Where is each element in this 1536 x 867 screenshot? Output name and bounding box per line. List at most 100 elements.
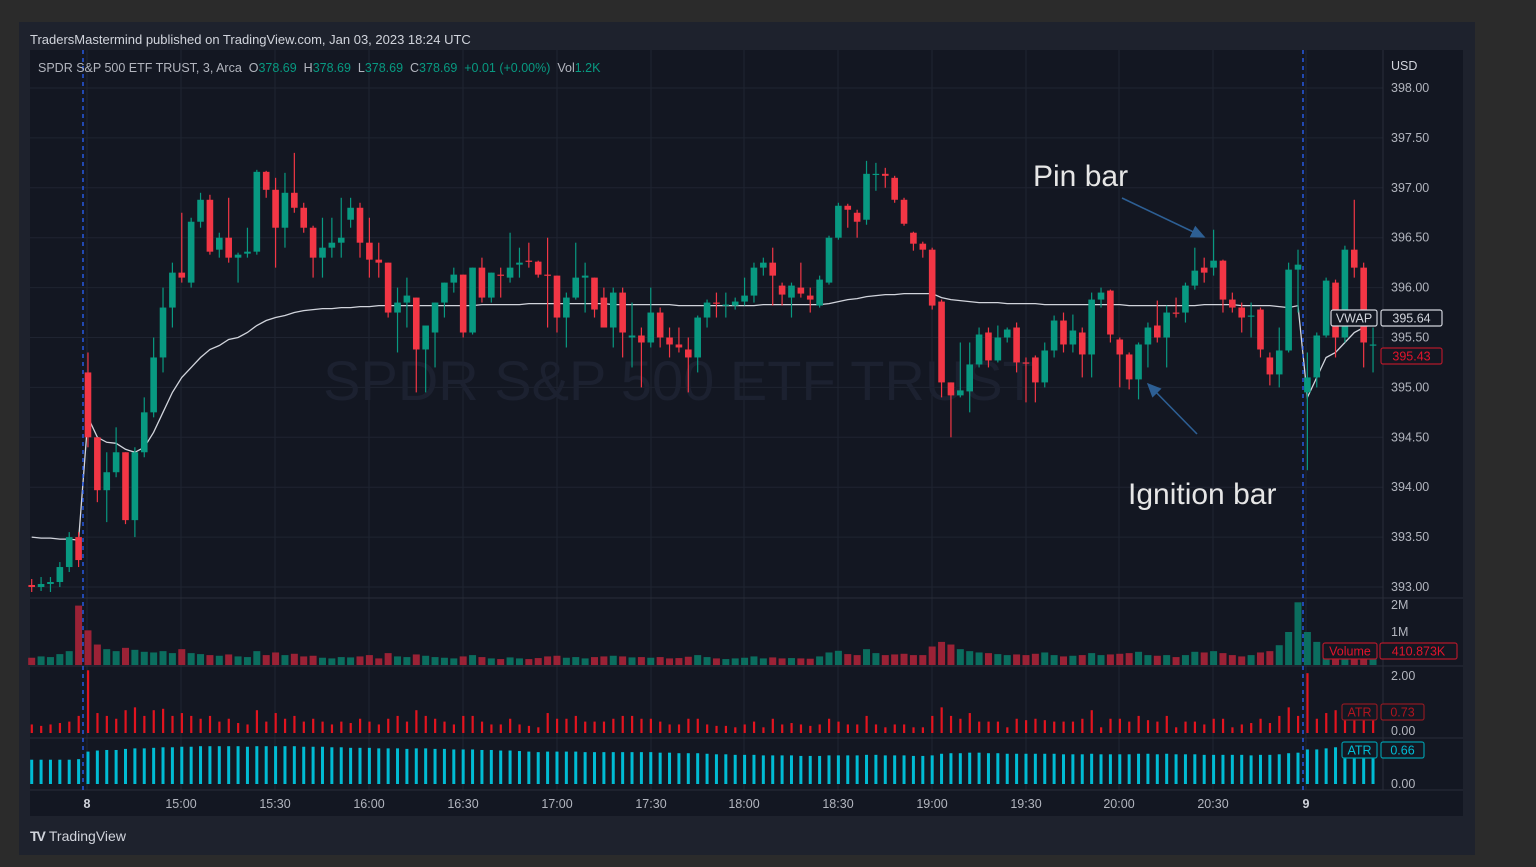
candle-body — [609, 292, 617, 328]
candle-body — [544, 274, 551, 276]
symbol-name[interactable]: SPDR S&P 500 ETF TRUST, 3, Arca — [38, 61, 242, 75]
volume-bar — [281, 655, 289, 665]
atr-fast-bar — [912, 727, 915, 733]
candle — [553, 275, 561, 333]
volume-bar — [647, 657, 655, 665]
volume-bar — [243, 657, 251, 665]
candle — [1369, 327, 1377, 373]
atr-fast-bar — [828, 718, 831, 733]
time-tick-label: 18:00 — [728, 797, 759, 811]
volume-bar — [797, 658, 805, 665]
volume-bar — [544, 656, 552, 665]
atr-fast-bar — [452, 724, 455, 733]
volume-bar — [506, 657, 514, 665]
candle — [1247, 302, 1255, 338]
candle — [187, 217, 195, 288]
atr-slow-bar — [1062, 754, 1065, 784]
volume-bar — [159, 651, 167, 665]
candle-body — [957, 390, 964, 396]
volume-bar — [684, 656, 692, 665]
atr-fast-bar — [1334, 710, 1337, 733]
atr-fast-bar — [893, 724, 896, 733]
time-axis[interactable]: 8 15:00 15:30 16:00 16:30 17:00 17:30 18:00 18:3… — [84, 797, 1310, 811]
tradingview-logo-icon[interactable]: TV — [30, 828, 46, 844]
candle-body — [525, 260, 533, 262]
atr-fast-bar — [302, 721, 305, 733]
candle — [216, 232, 223, 258]
atr-fast-bar — [931, 715, 934, 733]
candle-body — [1172, 312, 1180, 314]
atr-fast-bar — [1325, 713, 1328, 733]
candle-body — [1144, 327, 1152, 345]
atr-fast-bar — [1306, 673, 1309, 733]
brand-name[interactable]: TradingView — [48, 828, 126, 844]
candle-body — [628, 335, 636, 338]
vwap-label-box — [1330, 309, 1378, 327]
atr-slow-bar — [968, 752, 972, 784]
atr-fast-bar — [1081, 718, 1084, 733]
atr-slow-bar — [245, 746, 249, 784]
candle — [1060, 312, 1067, 353]
volume-bar — [1041, 652, 1049, 665]
atr-slow-label: ATR — [1347, 744, 1371, 758]
atr-slow-bar — [1343, 746, 1347, 784]
candle-body — [459, 274, 467, 333]
atr-fast-bar — [152, 710, 155, 733]
candle-body — [1322, 280, 1330, 336]
atr-slow-bar — [1080, 754, 1084, 784]
atr-fast-bar — [865, 715, 868, 733]
price-axis[interactable]: 398.00 397.50 397.00 396.50 396.00 395.50 395.… — [1391, 59, 1429, 791]
candle-body — [966, 364, 973, 392]
atr-slow-bar — [377, 748, 381, 784]
candle — [572, 242, 580, 300]
atr-slow-bar — [386, 748, 390, 784]
atr-fast-bar — [1212, 718, 1215, 733]
volume-bar — [1313, 641, 1321, 665]
atr-slow-bar — [536, 752, 540, 784]
volume-bar — [938, 641, 946, 665]
atr-slow-bar — [799, 755, 803, 784]
volume-bar — [168, 653, 176, 665]
atr-slow-bar — [1277, 754, 1281, 784]
candle — [1304, 352, 1311, 471]
atr-slow-bar — [180, 746, 184, 784]
atr-slow-bar — [1202, 754, 1206, 784]
atr-fast-bar — [1165, 715, 1168, 733]
atr-fast-bar — [584, 721, 587, 733]
candle — [337, 197, 345, 258]
volume-bar — [750, 656, 758, 665]
atr-fast-bar — [68, 721, 71, 733]
atr-fast-bar — [1372, 712, 1375, 733]
atr-fast-bar — [771, 718, 774, 733]
candle — [731, 297, 739, 310]
candle — [788, 282, 795, 318]
atr-slow-bar — [1352, 746, 1356, 784]
candle-body — [84, 372, 92, 438]
atr-fast-bar — [405, 721, 409, 733]
atr-slow-bar — [602, 752, 606, 784]
volume-bar — [1078, 655, 1086, 665]
candle-body — [1360, 267, 1367, 343]
candle-body — [159, 307, 167, 358]
candle-body — [431, 302, 439, 333]
atr-fast-bar — [1100, 727, 1103, 733]
atr-slow-bar — [1240, 754, 1244, 784]
atr-slow-bar — [367, 747, 371, 784]
atr-fast-bar — [734, 727, 737, 733]
candle-body — [591, 277, 598, 310]
atr-slow-bar — [1296, 752, 1300, 784]
candle-body — [1266, 357, 1274, 375]
candle — [957, 342, 964, 398]
candle-body — [666, 337, 673, 345]
candle — [384, 262, 392, 318]
last-price-label-box — [1380, 347, 1443, 365]
atr-fast-bar — [593, 721, 596, 733]
atr-slow-bar — [564, 751, 568, 784]
atr-slow-bar — [818, 755, 822, 784]
candle — [441, 282, 448, 318]
candle — [150, 337, 157, 418]
atr-slow-bar — [743, 754, 747, 784]
volume-bar — [394, 656, 402, 665]
atr-slow-bar — [1334, 747, 1338, 784]
